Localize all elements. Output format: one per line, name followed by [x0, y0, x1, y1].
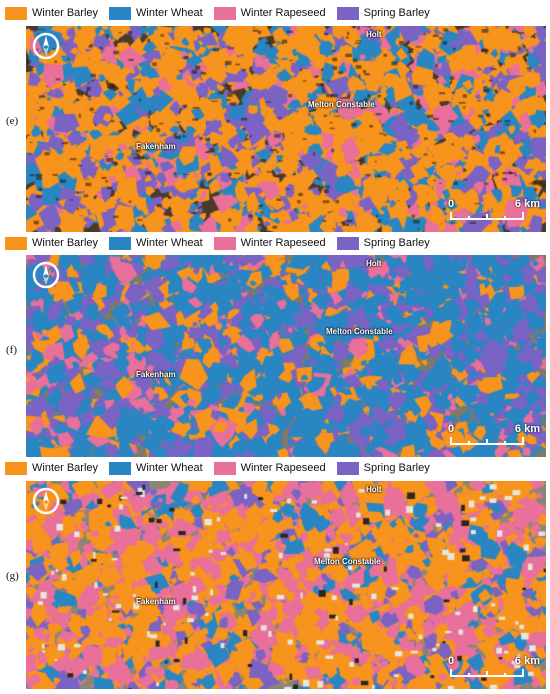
swatch: [336, 236, 359, 250]
crop-map-canvas: [26, 255, 546, 457]
legend-g: Winter Barley Winter Wheat Winter Rapese…: [0, 458, 550, 478]
legend-item-spring-barley: Spring Barley: [336, 6, 430, 20]
place-fakenham: Fakenham: [136, 142, 176, 151]
place-melton-constable: Melton Constable: [314, 557, 381, 566]
swatch: [213, 6, 236, 20]
map-panel-f: Holt Melton Constable Fakenham 0 6 km: [26, 255, 546, 457]
place-fakenham: Fakenham: [136, 597, 176, 606]
swatch: [336, 461, 359, 475]
legend-label: Winter Rapeseed: [240, 462, 326, 474]
swatch: [213, 236, 236, 250]
legend-label: Spring Barley: [363, 462, 430, 474]
swatch: [336, 6, 359, 20]
scale-end-label: 6 km: [514, 198, 540, 210]
scale-end-label: 6 km: [514, 655, 540, 667]
legend-item-winter-barley: Winter Barley: [5, 236, 99, 250]
legend-label: Winter Rapeseed: [240, 237, 326, 249]
legend-item-winter-wheat: Winter Wheat: [109, 461, 203, 475]
scale-end-label: 6 km: [514, 423, 540, 435]
scale-start-label: 0: [448, 423, 455, 435]
place-holt: Holt: [366, 485, 382, 494]
north-arrow-icon: [32, 32, 60, 60]
scale-start-label: 0: [448, 198, 455, 210]
legend-item-winter-barley: Winter Barley: [5, 6, 99, 20]
place-holt: Holt: [366, 30, 382, 39]
place-fakenham: Fakenham: [136, 370, 176, 379]
map-panel-g: Holt Melton Constable Fakenham 0 6 km: [26, 481, 546, 689]
crop-map-canvas: [26, 26, 546, 232]
legend-item-winter-barley: Winter Barley: [5, 461, 99, 475]
scale-line: [450, 212, 524, 220]
legend-label: Winter Wheat: [136, 237, 203, 249]
scale-bar: 0 6 km: [448, 655, 540, 681]
swatch: [109, 6, 132, 20]
panel-label-g: (g): [6, 570, 19, 582]
north-arrow-icon: [32, 487, 60, 515]
place-holt: Holt: [366, 259, 382, 268]
swatch: [109, 236, 132, 250]
place-melton-constable: Melton Constable: [326, 327, 393, 336]
legend-item-winter-wheat: Winter Wheat: [109, 236, 203, 250]
scale-bar: 0 6 km: [448, 423, 540, 449]
panel-label-e: (e): [6, 115, 19, 127]
legend-label: Winter Barley: [32, 237, 99, 249]
legend-item-winter-rapeseed: Winter Rapeseed: [213, 236, 326, 250]
legend-label: Spring Barley: [363, 7, 430, 19]
map-panel-e: Holt Melton Constable Fakenham 0 6 km: [26, 26, 546, 232]
legend-item-winter-wheat: Winter Wheat: [109, 6, 203, 20]
legend-label: Winter Rapeseed: [240, 7, 326, 19]
legend-f: Winter Barley Winter Wheat Winter Rapese…: [0, 233, 550, 253]
legend-label: Winter Wheat: [136, 462, 203, 474]
scale-start-label: 0: [448, 655, 455, 667]
legend-label: Winter Barley: [32, 7, 99, 19]
swatch: [5, 236, 27, 250]
legend-label: Spring Barley: [363, 237, 430, 249]
legend-label: Winter Barley: [32, 462, 99, 474]
place-melton-constable: Melton Constable: [308, 100, 375, 109]
scale-bar: 0 6 km: [448, 198, 540, 224]
swatch: [5, 6, 27, 20]
legend-label: Winter Wheat: [136, 7, 203, 19]
swatch: [213, 461, 236, 475]
legend-item-spring-barley: Spring Barley: [336, 461, 430, 475]
crop-map-canvas: [26, 481, 546, 689]
scale-line: [450, 437, 524, 445]
legend-item-winter-rapeseed: Winter Rapeseed: [213, 6, 326, 20]
swatch: [109, 461, 132, 475]
legend-item-spring-barley: Spring Barley: [336, 236, 430, 250]
legend-e: Winter Barley Winter Wheat Winter Rapese…: [0, 3, 550, 23]
scale-line: [450, 669, 524, 677]
north-arrow-icon: [32, 261, 60, 289]
legend-item-winter-rapeseed: Winter Rapeseed: [213, 461, 326, 475]
swatch: [5, 461, 27, 475]
panel-label-f: (f): [6, 344, 17, 356]
